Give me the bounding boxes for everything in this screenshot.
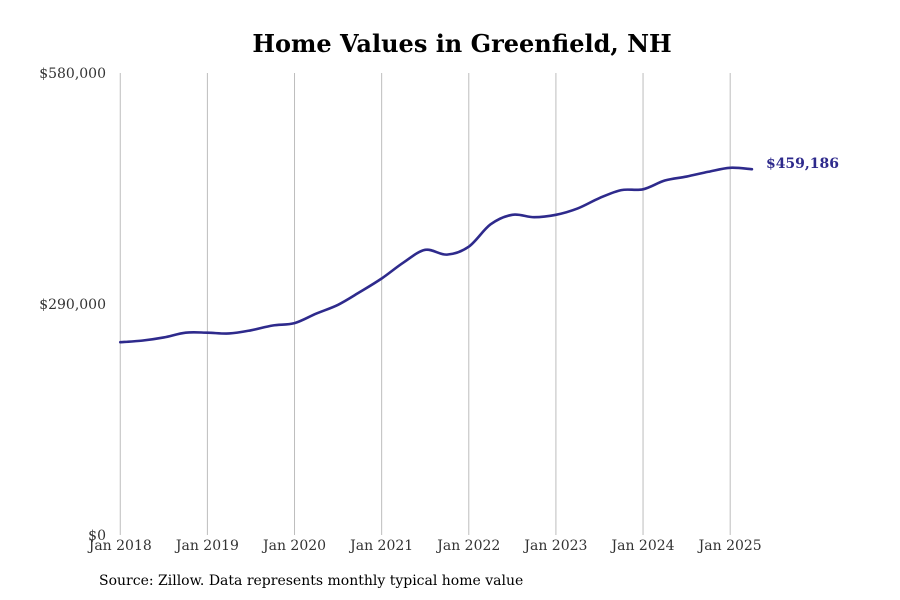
x-tick-label: Jan 2019 [174, 538, 239, 554]
x-axis-ticks: Jan 2018 Jan 2019 Jan 2020 Jan 2021 Jan 2022… [87, 538, 762, 554]
y-tick-label: $580,000 [39, 66, 106, 82]
x-tick-label: Jan 2020 [261, 538, 326, 554]
source-note: Source: Zillow. Data represents monthly … [99, 573, 524, 589]
x-tick-label: Jan 2021 [348, 538, 413, 554]
end-label-layer: $459,186 [766, 156, 839, 172]
home-value-line [118, 166, 754, 344]
y-tick-label: $0 [88, 528, 106, 544]
x-tick-label: Jan 2022 [435, 538, 500, 554]
y-tick-label: $290,000 [39, 297, 106, 313]
y-axis-ticks: $0 $290,000 $580,000 [39, 66, 106, 544]
x-tick-label: Jan 2023 [522, 538, 587, 554]
latest-value-label: $459,186 [766, 156, 839, 172]
x-tick-label: Jan 2025 [697, 538, 762, 554]
series-layer [118, 166, 754, 344]
x-tick-label: Jan 2018 [87, 538, 152, 554]
chart-title: Home Values in Greenfield, NH [252, 29, 671, 58]
gridlines [119, 73, 731, 535]
x-tick-label: Jan 2024 [610, 538, 675, 554]
